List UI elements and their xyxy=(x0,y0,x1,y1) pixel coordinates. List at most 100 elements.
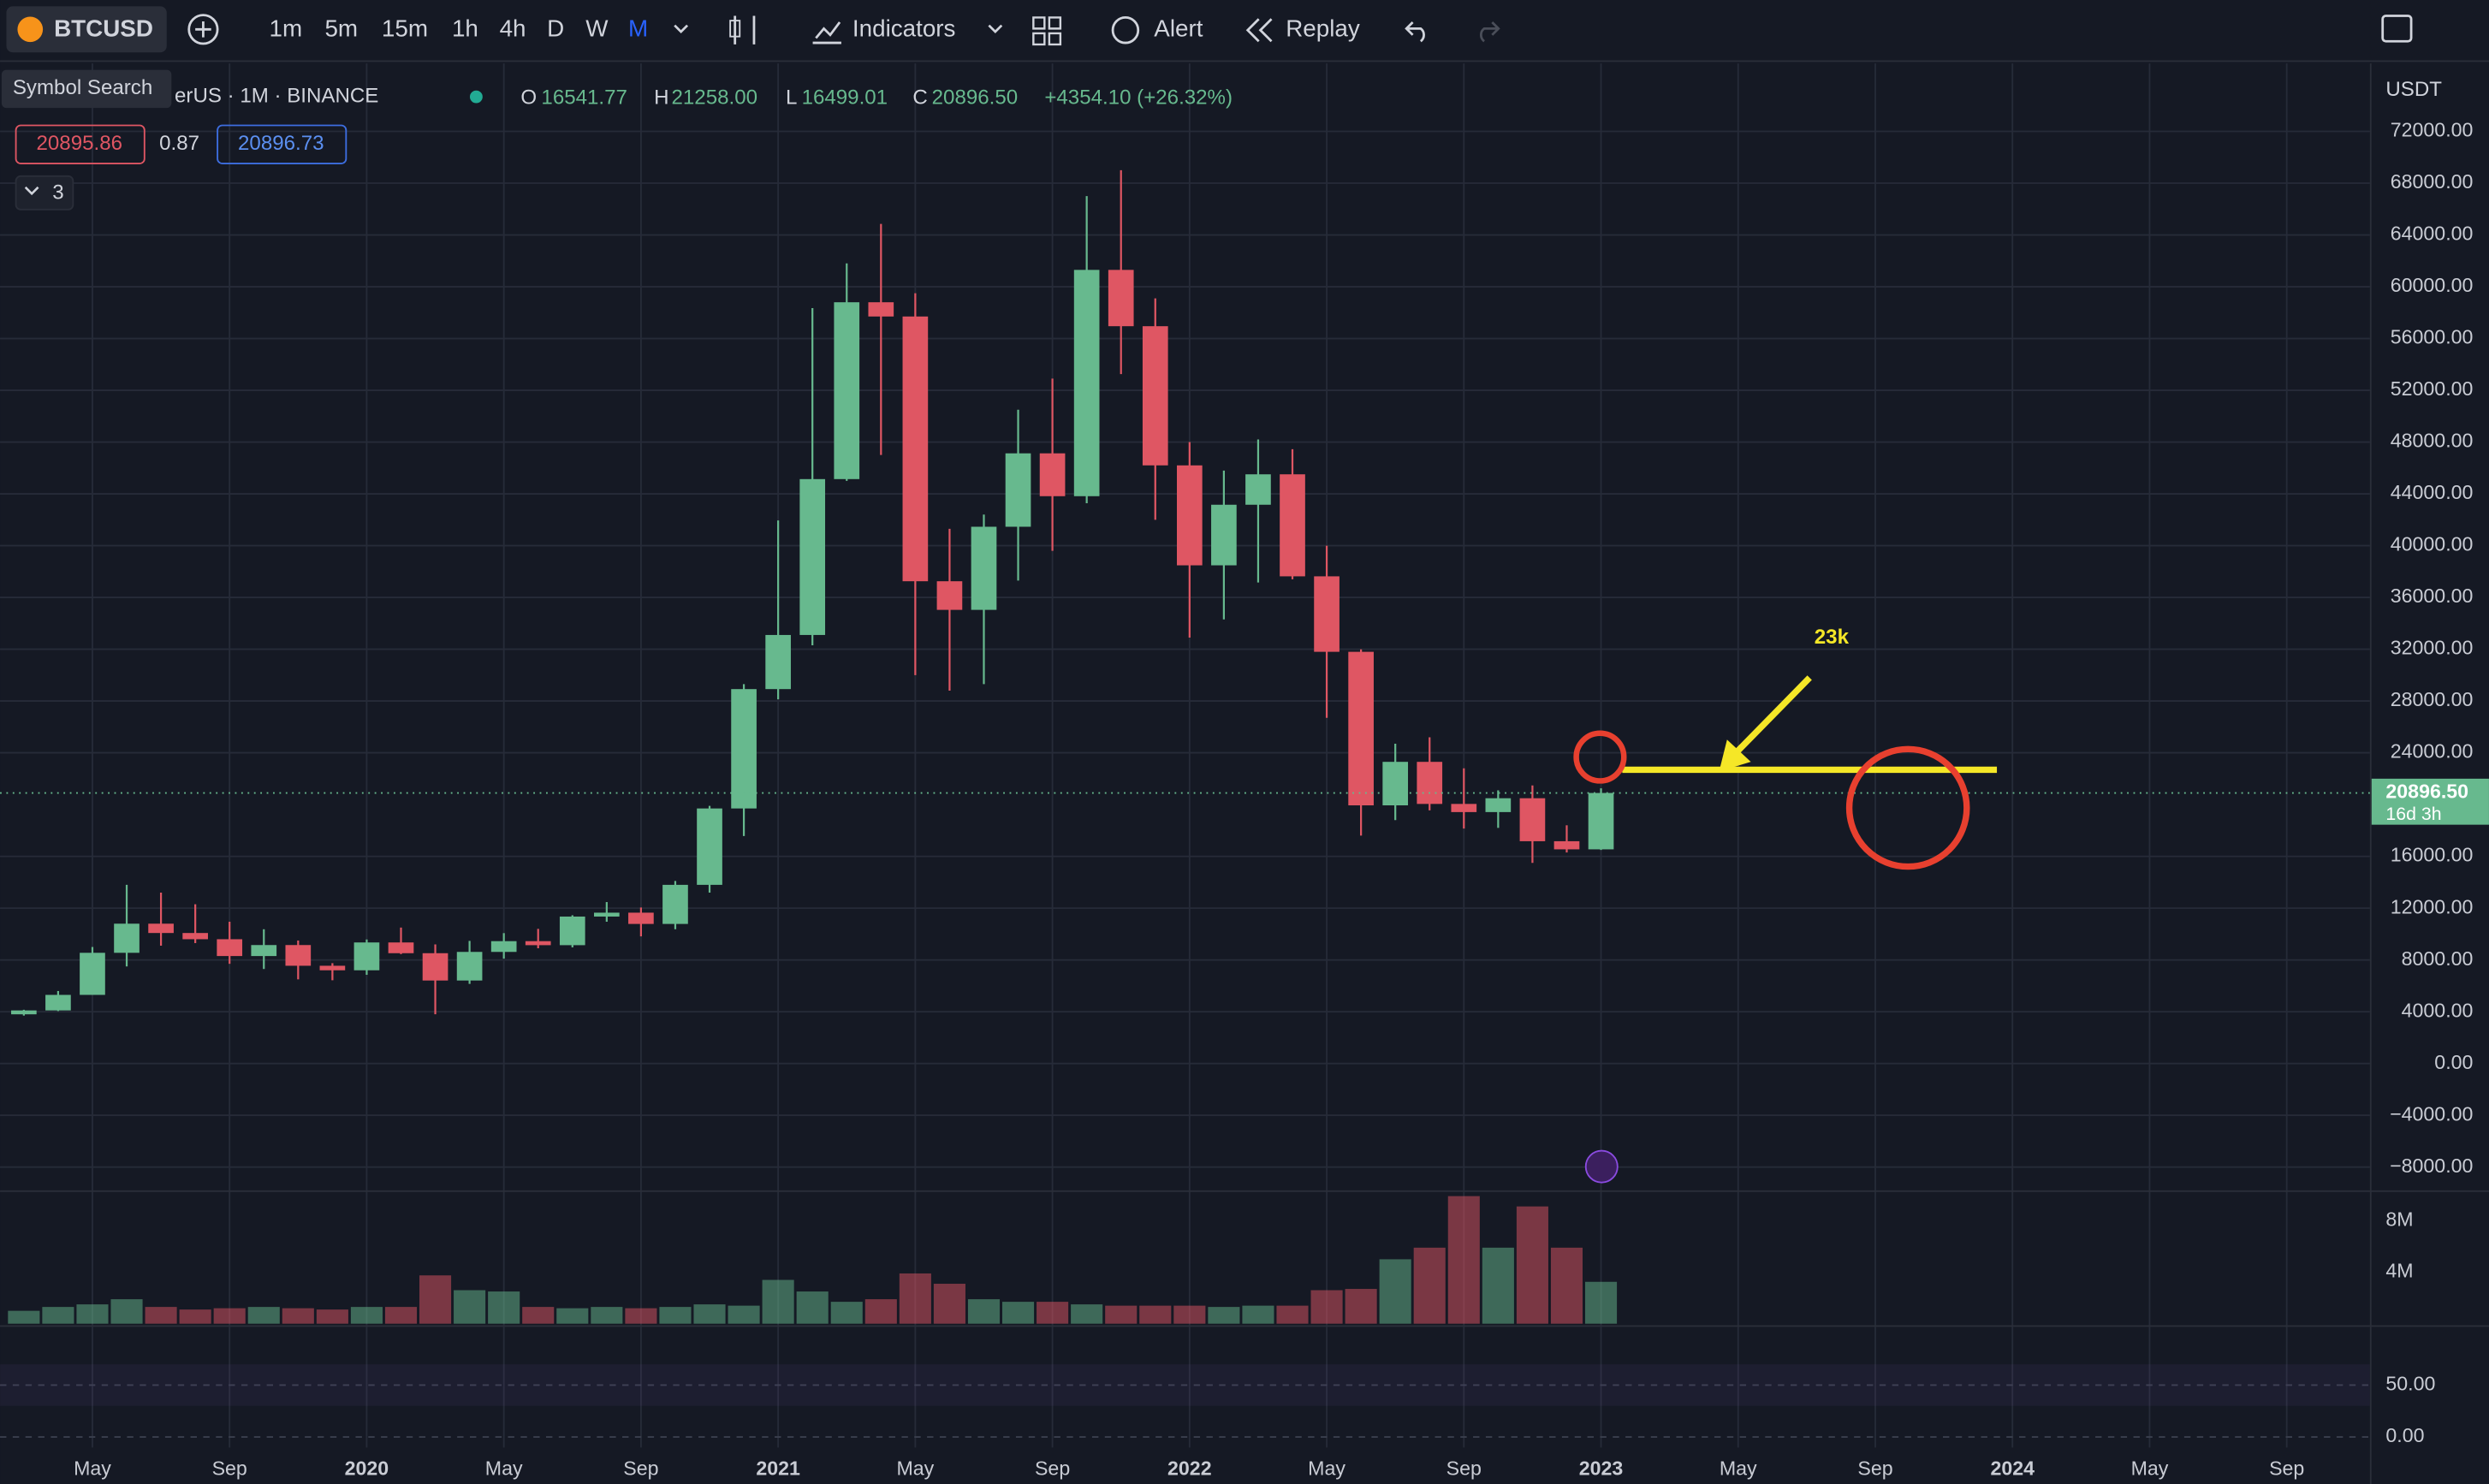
y-tick-label: 72000.00 xyxy=(2391,119,2474,141)
annotation-arrow xyxy=(1727,675,1812,762)
volume-bar xyxy=(659,1307,692,1324)
volume-bar xyxy=(454,1290,486,1324)
volume-bar xyxy=(213,1308,246,1324)
alert-button[interactable]: Alert xyxy=(1154,15,1203,42)
volume-bar xyxy=(1345,1289,1377,1324)
candle-body xyxy=(628,912,654,924)
y-tick-label: 40000.00 xyxy=(2391,533,2474,555)
y-tick-label: 24000.00 xyxy=(2391,740,2474,763)
x-tick-label: 2023 xyxy=(1579,1457,1624,1479)
x-tick-label: 2020 xyxy=(345,1457,389,1479)
interval-button[interactable]: D xyxy=(547,15,564,42)
tooltip: Symbol Search xyxy=(13,76,152,99)
interval-button[interactable]: M xyxy=(628,15,648,42)
candle-body xyxy=(1005,453,1031,527)
interval-button[interactable]: 4h xyxy=(500,15,526,42)
volume-bar xyxy=(1001,1302,1035,1324)
indicators-dropdown[interactable] xyxy=(988,24,1003,34)
y-tick-label: 16000.00 xyxy=(2391,844,2474,866)
volume-bar xyxy=(1276,1305,1309,1324)
redo-button[interactable] xyxy=(1480,21,1500,43)
interval-button[interactable]: W xyxy=(585,15,609,42)
candle-body xyxy=(217,939,243,957)
sell-box[interactable] xyxy=(15,124,146,164)
collapsed-count: 3 xyxy=(52,181,63,205)
rsi-tick-label: 0.00 xyxy=(2385,1424,2424,1446)
volume-bar xyxy=(1139,1305,1172,1324)
volume-bar xyxy=(796,1291,829,1324)
btc-icon xyxy=(17,16,44,43)
volume-bar xyxy=(384,1307,418,1324)
currency[interactable]: USDT xyxy=(2385,78,2442,101)
interval-button[interactable]: 5m xyxy=(324,15,358,42)
volume-bar xyxy=(419,1275,452,1324)
replay-button[interactable]: Replay xyxy=(1286,15,1360,42)
arrow-head xyxy=(1719,739,1751,772)
x-tick-label: Sep xyxy=(623,1457,658,1479)
volume-bar xyxy=(350,1307,383,1324)
candle-body xyxy=(490,941,517,953)
y-tick-label: 52000.00 xyxy=(2391,377,2474,400)
y-tick-label: 0.00 xyxy=(2434,1051,2473,1073)
y-tick-label: 12000.00 xyxy=(2391,895,2474,917)
collapse-button[interactable] xyxy=(15,175,74,211)
candle-body xyxy=(1314,576,1340,652)
volume-tick-label: 4M xyxy=(2385,1260,2413,1282)
buy-price[interactable]: 20896.73 xyxy=(238,132,324,155)
candle-body xyxy=(697,808,722,885)
event-icon[interactable] xyxy=(1584,1149,1619,1184)
candle-body xyxy=(1519,798,1546,841)
interval-button[interactable]: 1m xyxy=(270,15,303,42)
buy-box[interactable] xyxy=(217,124,348,164)
volume-bar xyxy=(1310,1290,1343,1324)
candle-body xyxy=(1348,651,1374,806)
volume-bar xyxy=(728,1305,760,1324)
volume-bar xyxy=(76,1304,109,1324)
volume-bar xyxy=(830,1302,863,1324)
volume-bar xyxy=(488,1291,520,1324)
toolbar xyxy=(0,0,2489,61)
layout-button[interactable] xyxy=(1032,16,1062,46)
sell-price[interactable]: 20895.86 xyxy=(37,132,123,155)
candle-body xyxy=(1553,840,1580,850)
fullscreen-button[interactable] xyxy=(2381,15,2413,43)
alert-icon xyxy=(1111,16,1140,45)
y-tick-label: 4000.00 xyxy=(2402,999,2474,1021)
interval-button[interactable]: 1h xyxy=(452,15,478,42)
volume-bar xyxy=(1379,1259,1411,1324)
volume-bar xyxy=(1413,1247,1446,1324)
volume-tick-label: 8M xyxy=(2385,1208,2413,1230)
compare-button[interactable] xyxy=(187,14,219,45)
volume-bar xyxy=(179,1309,211,1324)
close-label: C xyxy=(912,86,927,109)
candle-body xyxy=(1245,474,1271,505)
candle-body xyxy=(1485,798,1512,812)
volume-bar xyxy=(625,1308,657,1324)
y-tick-label: 56000.00 xyxy=(2391,326,2474,348)
candle-body xyxy=(422,953,448,981)
volume-bar xyxy=(967,1299,1001,1324)
x-tick-label: Sep xyxy=(1035,1457,1070,1479)
symbol-button[interactable] xyxy=(6,6,167,53)
symbol[interactable]: BTCUSD xyxy=(54,15,153,42)
candle-body xyxy=(80,953,105,995)
candle-body xyxy=(148,923,174,934)
x-tick-label: 2022 xyxy=(1167,1457,1212,1479)
chevron xyxy=(24,186,39,196)
symbol-line: erUS · 1M · BINANCE xyxy=(175,84,378,107)
candle-body xyxy=(1108,270,1134,327)
countdown: 16d 3h xyxy=(2385,804,2441,824)
volume-bar xyxy=(1105,1305,1138,1324)
indicators-button[interactable]: Indicators xyxy=(852,15,956,42)
x-tick-label: Sep xyxy=(1446,1457,1482,1479)
undo-button[interactable] xyxy=(1405,21,1425,43)
interval-dropdown[interactable] xyxy=(674,24,689,34)
x-tick-label: May xyxy=(1720,1457,1757,1479)
interval-button[interactable]: 15m xyxy=(382,15,428,42)
y-tick-label: 60000.00 xyxy=(2391,274,2474,296)
x-tick-label: May xyxy=(485,1457,523,1479)
low-value: 16499.01 xyxy=(802,86,888,109)
low-label: L xyxy=(786,86,797,109)
